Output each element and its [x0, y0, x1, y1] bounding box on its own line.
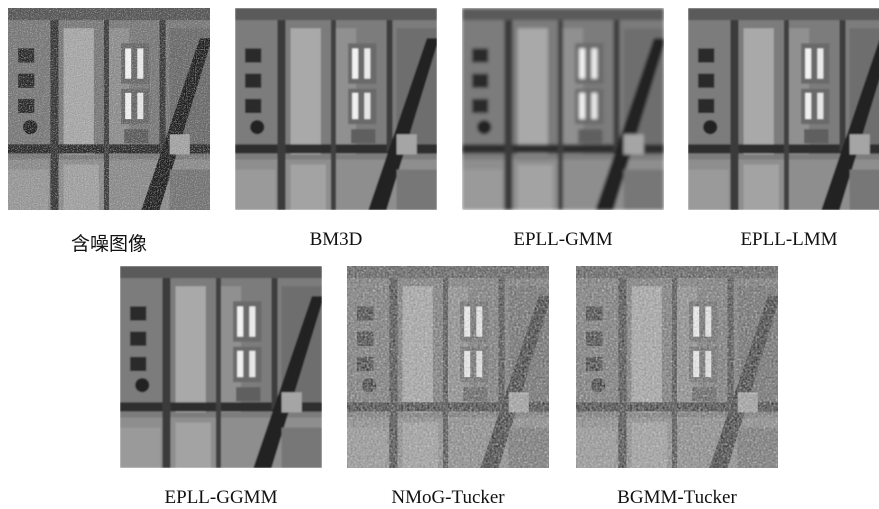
figure: 含噪图像BM3DEPLL-GMMEPLL-LMMEPLL-GGMMNMoG-Tu…	[0, 0, 879, 504]
panel-image	[347, 266, 549, 468]
caption: EPLL-GGMM	[120, 487, 322, 509]
panel: EPLL-GGMM	[120, 266, 322, 509]
caption: NMoG-Tucker	[347, 487, 549, 509]
panel: EPLL-GMM	[462, 8, 664, 251]
image-content	[120, 266, 322, 468]
caption: 含噪图像	[8, 229, 210, 256]
panel-image	[235, 8, 437, 210]
caption: BGMM-Tucker	[576, 487, 778, 509]
panel: BM3D	[235, 8, 437, 251]
image-content	[347, 266, 549, 468]
panel-image	[576, 266, 778, 468]
panel-image	[8, 8, 210, 210]
panel: NMoG-Tucker	[347, 266, 549, 509]
panel-image	[120, 266, 322, 468]
caption: EPLL-LMM	[688, 229, 879, 251]
image-content	[235, 8, 437, 210]
panel: BGMM-Tucker	[576, 266, 778, 509]
panel: EPLL-LMM	[688, 8, 879, 251]
panel-image	[688, 8, 879, 210]
caption: BM3D	[235, 229, 437, 251]
panel: 含噪图像	[8, 8, 210, 256]
image-content	[462, 8, 664, 210]
image-content	[576, 266, 778, 468]
image-content	[8, 8, 210, 210]
panel-image	[462, 8, 664, 210]
image-content	[688, 8, 879, 210]
caption: EPLL-GMM	[462, 229, 664, 251]
